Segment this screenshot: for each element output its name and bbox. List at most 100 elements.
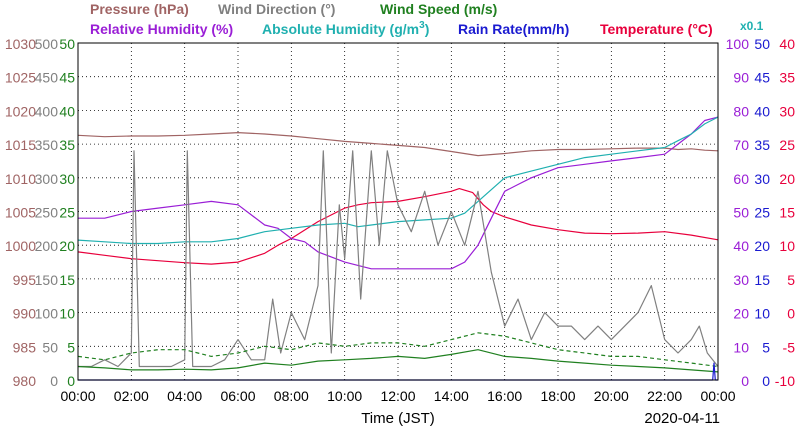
- y-tick-label-wind-speed: 40: [59, 103, 75, 119]
- y-tick-label-temperature: 15: [779, 205, 795, 221]
- y-tick-label-wind-dir: 400: [35, 103, 59, 119]
- y-tick-label-rel-humidity: 30: [733, 272, 749, 288]
- y-tick-label-rain-rate: 25: [754, 205, 770, 221]
- y-tick-label-temperature: -10: [775, 373, 795, 389]
- label-pressure: Pressure (hPa): [90, 1, 189, 17]
- y-tick-label-rel-humidity: 40: [733, 238, 749, 254]
- y-tick-labels: 1030102510201015101010051000995990985980…: [5, 36, 795, 389]
- y-tick-label-rain-rate: 30: [754, 171, 770, 187]
- y-tick-label-wind-speed: 35: [59, 137, 75, 153]
- series-layer: [77, 116, 719, 381]
- date-label: 2020-04-11: [644, 410, 720, 427]
- label-absolute-humidity-main: Absolute Humidity (g/m: [262, 21, 419, 37]
- x-tick-label: 04:00: [167, 388, 202, 404]
- y-tick-label-rel-humidity: 0: [741, 373, 749, 389]
- x-tick-label: 02:00: [114, 388, 149, 404]
- y-tick-label-pressure: 1000: [5, 238, 36, 254]
- label-temperature: Temperature (°C): [600, 21, 713, 37]
- label-relative-humidity: Relative Humidity (%): [90, 21, 233, 37]
- y-tick-label-rel-humidity: 100: [726, 36, 750, 52]
- x-tick-labels: 00:00 02:00 04:00 06:00 08:00 10:00 12:00 14:00…: [60, 388, 735, 404]
- y-tick-label-wind-speed: 20: [59, 238, 75, 254]
- x-tick-label: 08:00: [274, 388, 309, 404]
- y-tick-label-temperature: 10: [779, 238, 795, 254]
- x-axis-label: Time (JST): [361, 410, 435, 427]
- y-tick-label-rain-rate: 45: [754, 70, 770, 86]
- label-absolute-humidity: Absolute Humidity (g/m3): [262, 20, 429, 37]
- y-tick-label-wind-dir: 150: [35, 272, 59, 288]
- y-tick-label-rain-rate: 5: [762, 339, 770, 355]
- y-tick-label-rel-humidity: 60: [733, 171, 749, 187]
- y-tick-label-rel-humidity: 50: [733, 205, 749, 221]
- y-tick-label-rain-rate: 20: [754, 238, 770, 254]
- y-tick-label-rain-rate: 40: [754, 103, 770, 119]
- label-absolute-humidity-end: ): [425, 21, 430, 37]
- y-tick-label-pressure: 995: [13, 272, 37, 288]
- label-wind-direction: Wind Direction (°): [218, 1, 335, 17]
- y-tick-label-rel-humidity: 10: [733, 339, 749, 355]
- y-tick-label-pressure: 980: [13, 373, 37, 389]
- y-tick-label-wind-dir: 500: [35, 36, 59, 52]
- y-tick-label-wind-dir: 300: [35, 171, 59, 187]
- series-line-relative-humidity: [78, 116, 719, 270]
- y-tick-label-wind-dir: 100: [35, 306, 59, 322]
- x-tick-label: 10:00: [327, 388, 362, 404]
- y-tick-label-wind-speed: 0: [67, 373, 75, 389]
- y-tick-label-rain-rate: 10: [754, 306, 770, 322]
- y-tick-label-pressure: 1030: [5, 36, 36, 52]
- y-tick-label-temperature: 35: [779, 70, 795, 86]
- y-tick-label-wind-dir: 50: [42, 339, 58, 355]
- series-line-absolute-humidity-g-m3-x0-1: [77, 116, 719, 245]
- y-tick-label-wind-dir: 0: [50, 373, 58, 389]
- y-tick-label-pressure: 1005: [5, 205, 36, 221]
- label-multiplier: x0.1: [740, 19, 764, 33]
- label-wind-speed: Wind Speed (m/s): [380, 1, 497, 17]
- y-tick-label-pressure: 990: [13, 306, 37, 322]
- y-tick-label-rain-rate: 50: [754, 36, 770, 52]
- y-tick-label-temperature: 5: [787, 272, 795, 288]
- x-tick-label: 16:00: [487, 388, 522, 404]
- y-tick-label-rain-rate: 35: [754, 137, 770, 153]
- y-tick-label-wind-speed: 15: [59, 272, 75, 288]
- y-tick-label-wind-dir: 450: [35, 70, 59, 86]
- y-tick-label-rel-humidity: 80: [733, 103, 749, 119]
- y-tick-label-temperature: 30: [779, 103, 795, 119]
- y-tick-label-rel-humidity: 20: [733, 306, 749, 322]
- series-line-temperature-c: [77, 188, 719, 265]
- y-tick-label-wind-speed: 25: [59, 205, 75, 221]
- y-tick-label-temperature: 25: [779, 137, 795, 153]
- y-tick-label-rel-humidity: 90: [733, 70, 749, 86]
- y-tick-label-wind-speed: 30: [59, 171, 75, 187]
- y-tick-label-temperature: 40: [779, 36, 795, 52]
- y-tick-label-pressure: 1025: [5, 70, 36, 86]
- y-tick-label-pressure: 1020: [5, 103, 36, 119]
- y-tick-label-temperature: 0: [787, 306, 795, 322]
- y-tick-label-temperature: -5: [783, 339, 796, 355]
- x-tick-label: 22:00: [647, 388, 682, 404]
- y-tick-label-wind-dir: 350: [35, 137, 59, 153]
- series-line-wind-speed-m-s: [77, 349, 719, 373]
- x-tick-label: 06:00: [220, 388, 255, 404]
- y-tick-label-wind-dir: 200: [35, 238, 59, 254]
- y-tick-label-pressure: 985: [13, 339, 37, 355]
- y-tick-label-rain-rate: 0: [762, 373, 770, 389]
- x-tick-label: 00:00: [700, 388, 735, 404]
- label-absolute-humidity-sup: 3: [419, 20, 425, 31]
- plot-frame: [77, 42, 719, 381]
- series-line-wind-speed-gust-m-s: [77, 332, 719, 368]
- y-tick-label-rain-rate: 15: [754, 272, 770, 288]
- y-tick-label-wind-speed: 45: [59, 70, 75, 86]
- series-line-wind-direction: [78, 150, 719, 368]
- y-tick-label-temperature: 20: [779, 171, 795, 187]
- x-tick-label: 18:00: [540, 388, 575, 404]
- x-tick-label: 14:00: [434, 388, 469, 404]
- x-tick-label: 00:00: [60, 388, 95, 404]
- y-tick-label-pressure: 1010: [5, 171, 36, 187]
- y-tick-label-wind-dir: 250: [35, 205, 59, 221]
- x-tick-label: 20:00: [594, 388, 629, 404]
- label-rain-rate: Rain Rate(mm/h): [458, 21, 569, 37]
- grid: [78, 43, 718, 380]
- y-tick-label-wind-speed: 50: [59, 36, 75, 52]
- y-tick-label-rel-humidity: 70: [733, 137, 749, 153]
